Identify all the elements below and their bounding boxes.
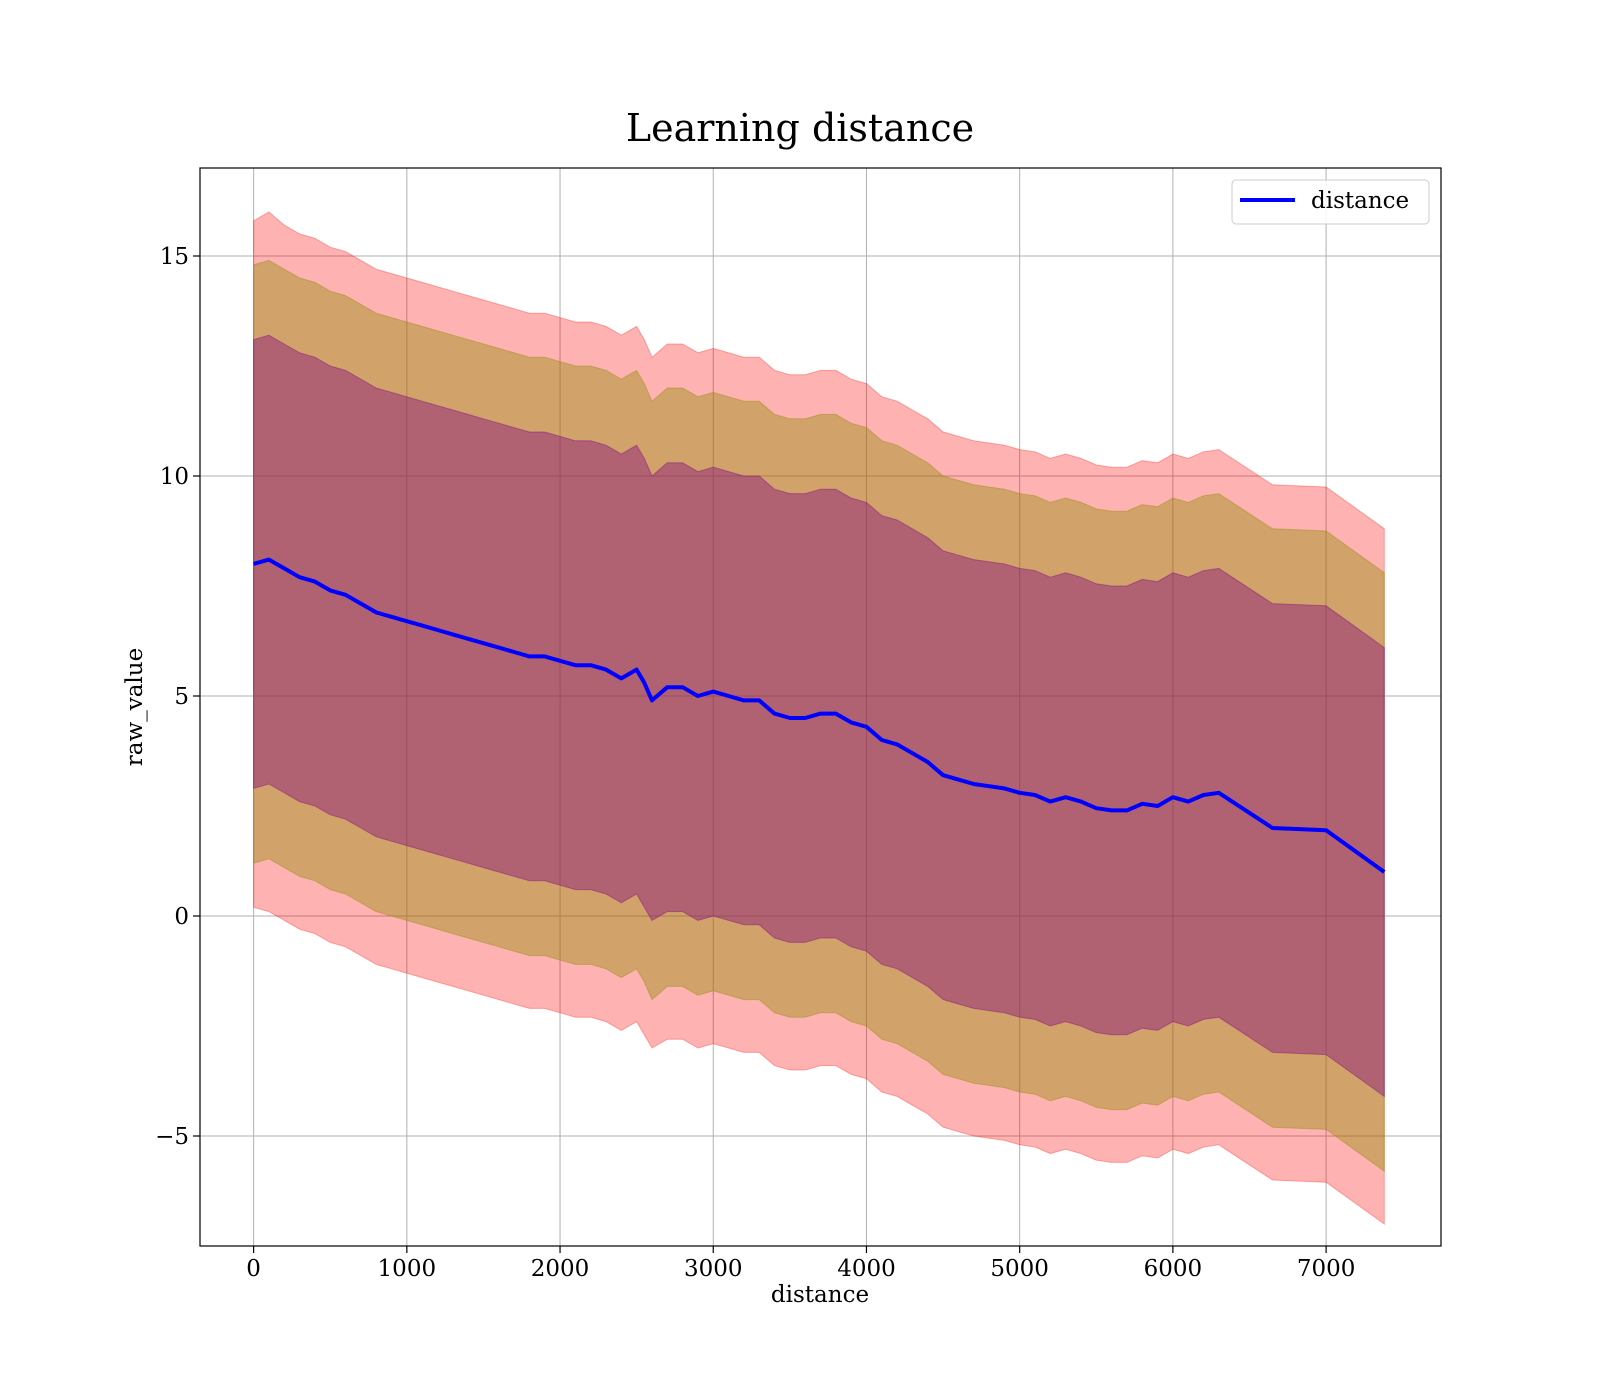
- legend: distance: [1231, 179, 1430, 225]
- x-axis-label: distance: [771, 1282, 869, 1308]
- x-tick-label: 4000: [837, 1256, 896, 1282]
- y-axis-label: raw_value: [122, 648, 148, 766]
- legend-box: [1231, 179, 1430, 225]
- plot-frame: [199, 167, 1442, 1247]
- confidence-bands: [253, 211, 1385, 1225]
- x-tick-label: 3000: [684, 1256, 743, 1282]
- chart-title: Learning distance: [626, 106, 974, 150]
- x-tick-label: 7000: [1297, 1256, 1356, 1282]
- y-tick-label: −5: [155, 1124, 189, 1150]
- y-tick-label: 15: [160, 244, 189, 270]
- y-tick-label: 10: [160, 464, 189, 490]
- axis-ticks: 0 1000 2000 3000 4000 5000 6000 7000 −5 0 5 10 15: [155, 244, 1355, 1282]
- x-tick-label: 2000: [531, 1256, 590, 1282]
- band-3-sigma: [253, 211, 1385, 1225]
- series-lines: [253, 557, 1386, 874]
- grid-lines: [200, 168, 1441, 1246]
- x-tick-label: 1000: [378, 1256, 437, 1282]
- x-tick-label: 6000: [1144, 1256, 1203, 1282]
- y-tick-label: 0: [174, 904, 189, 930]
- legend-label-distance: distance: [1311, 188, 1409, 214]
- y-tick-label: 5: [174, 684, 189, 710]
- x-tick-label: 0: [246, 1256, 261, 1282]
- series-line-distance: [253, 557, 1386, 874]
- x-tick-label: 5000: [990, 1256, 1049, 1282]
